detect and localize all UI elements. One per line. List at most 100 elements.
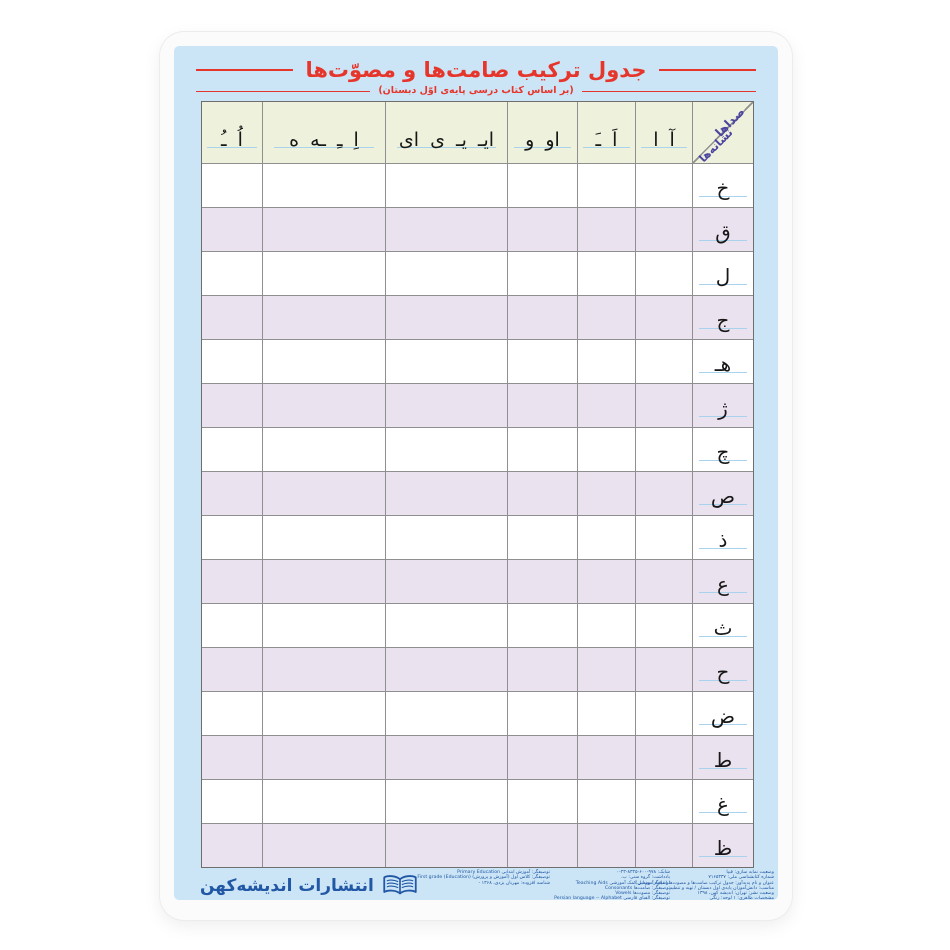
combination-cell-r10-c0 xyxy=(636,604,692,647)
writing-guide-line xyxy=(273,146,375,148)
catalog_left-line: توصیفگر: کلاس اول (آموزش و پرورش) First … xyxy=(417,875,550,881)
table-corner-cell: صداها نشانه‌ها xyxy=(693,102,753,165)
writing-guide-line xyxy=(699,635,747,637)
vowel-consonant-table: صداها نشانه‌ها آ ا اَ ـَ او و ایـ یـ ی ای اِ… xyxy=(201,101,754,868)
consonant-letter: ذ xyxy=(718,528,728,552)
title-rule-left xyxy=(195,69,294,71)
open-book-icon xyxy=(382,874,418,898)
combination-cell-r4-c2 xyxy=(508,340,577,383)
consonant-cell-ض: ض xyxy=(693,692,753,735)
consonant-letter: ظ xyxy=(713,836,733,860)
combination-cell-r15-c3 xyxy=(386,824,507,867)
combination-cell-r0-c3 xyxy=(386,164,507,207)
combination-cell-r9-c4 xyxy=(263,560,385,603)
vowel-forms-label: اِ ـِ ـه ه xyxy=(289,129,359,151)
consonant-letter: ل xyxy=(715,264,731,288)
catalog_right-line: شماره کتابشناسی ملی: ۷۱۶۵۳۳۷ xyxy=(708,875,774,881)
combination-cell-r6-c1 xyxy=(578,428,635,471)
combination-cell-r4-c5 xyxy=(202,340,262,383)
combination-cell-r8-c3 xyxy=(386,516,507,559)
catalog_right-line: وضعیت نمایه سازی: فیپا xyxy=(726,870,774,875)
combination-cell-r14-c5 xyxy=(202,780,262,823)
combination-cell-r9-c5 xyxy=(202,560,262,603)
consonant-letter: چ xyxy=(716,440,730,464)
catalog-block-isbn: شابک: ۹۷۸-۶۰۰-۸۳۴۵-۲۳-۰ یادداشت: گروه سنی… xyxy=(554,870,670,902)
combination-cell-r8-c4 xyxy=(263,516,385,559)
consonant-letter: ط xyxy=(713,748,733,772)
combination-cell-r5-c4 xyxy=(263,384,385,427)
catalog-block-descriptors: توصیفگر: آموزش ابتدایی Primary Education… xyxy=(417,870,550,886)
poster-inner-panel: جدول ترکیب صامت‌ها و مصوّت‌ها (بر اساس ک… xyxy=(174,46,778,902)
combination-cell-r15-c4 xyxy=(263,824,385,867)
combination-cell-r6-c3 xyxy=(386,428,507,471)
consonant-cell-ث: ث xyxy=(693,604,753,647)
combination-cell-r15-c0 xyxy=(636,824,692,867)
combination-cell-r14-c4 xyxy=(263,780,385,823)
combination-cell-r10-c2 xyxy=(508,604,577,647)
poster-title: جدول ترکیب صامت‌ها و مصوّت‌ها xyxy=(305,57,647,82)
combination-cell-r1-c5 xyxy=(202,208,262,251)
catalog_middle-line: توصیفگر: وسایل کمک آموزشی Teaching Aids xyxy=(575,880,670,886)
consonant-letter: ث xyxy=(713,616,733,640)
combination-cell-r5-c5 xyxy=(202,384,262,427)
combination-cell-r6-c5 xyxy=(202,428,262,471)
combination-cell-r2-c3 xyxy=(386,252,507,295)
consonant-cell-ل: ل xyxy=(693,252,753,295)
combination-cell-r2-c5 xyxy=(202,252,262,295)
publisher-name: انتشارات اندیشه‌کهن xyxy=(200,876,374,896)
combination-cell-r11-c5 xyxy=(202,648,262,691)
combination-cell-r4-c4 xyxy=(263,340,385,383)
catalog_middle-line: یادداشت: گروه سنی: ب. xyxy=(620,875,670,881)
combination-cell-r3-c4 xyxy=(263,296,385,339)
combination-cell-r13-c0 xyxy=(636,736,692,779)
combination-cell-r6-c4 xyxy=(263,428,385,471)
combination-cell-r9-c3 xyxy=(386,560,507,603)
combination-cell-r7-c3 xyxy=(386,472,507,515)
catalog_left-line: شناسه افزوده: مهربان یزدی، ۱۳۶۸ - xyxy=(478,880,550,886)
combination-cell-r1-c4 xyxy=(263,208,385,251)
consonant-cell-ق: ق xyxy=(693,208,753,251)
consonant-cell-ژ: ژ xyxy=(693,384,753,427)
combination-cell-r1-c3 xyxy=(386,208,507,251)
combination-cell-r0-c0 xyxy=(636,164,692,207)
combination-cell-r11-c4 xyxy=(263,648,385,691)
combination-cell-r11-c1 xyxy=(578,648,635,691)
vowel-header-cell-1: اَ ـَ xyxy=(578,102,635,163)
combination-cell-r11-c0 xyxy=(636,648,692,691)
writing-guide-line xyxy=(207,146,257,148)
consonant-letter: هـ xyxy=(714,352,732,376)
subtitle-rule-left xyxy=(196,90,371,92)
catalog_right-line: مشخصات ظاهری: ۱ لوحه: رنگی xyxy=(709,896,775,902)
combination-cell-r6-c0 xyxy=(636,428,692,471)
catalog-block-fipa: وضعیت نمایه سازی: فیپا شماره کتابشناسی مل… xyxy=(635,870,774,902)
combination-cell-r13-c5 xyxy=(202,736,262,779)
writing-guide-line xyxy=(699,811,747,813)
combination-cell-r12-c2 xyxy=(508,692,577,735)
combination-cell-r9-c1 xyxy=(578,560,635,603)
combination-cell-r10-c5 xyxy=(202,604,262,647)
vowel-header-cell-4: اِ ـِ ـه ه xyxy=(263,102,385,163)
consonant-letter: ج xyxy=(716,308,730,332)
consonant-cell-خ: خ xyxy=(693,164,753,207)
writing-guide-line xyxy=(699,591,747,593)
writing-guide-line xyxy=(699,415,747,417)
consonant-letter: ح xyxy=(716,660,730,684)
combination-cell-r15-c2 xyxy=(508,824,577,867)
writing-guide-line xyxy=(699,459,747,461)
consonant-cell-ص: ص xyxy=(693,472,753,515)
writing-guide-line xyxy=(699,195,747,197)
combination-cell-r3-c2 xyxy=(508,296,577,339)
combination-cell-r11-c3 xyxy=(386,648,507,691)
vowel-header-cell-5: اُ ـُ xyxy=(202,102,262,163)
title-row: جدول ترکیب صامت‌ها و مصوّت‌ها xyxy=(195,54,756,86)
combination-cell-r14-c1 xyxy=(578,780,635,823)
combination-cell-r13-c1 xyxy=(578,736,635,779)
catalog_right-line: عنوان و نام پدیدآور: جدول ترکیب صامت‌ها … xyxy=(635,880,774,886)
title-rule-right xyxy=(658,69,756,71)
combination-cell-r4-c0 xyxy=(636,340,692,383)
consonant-cell-ج: ج xyxy=(693,296,753,339)
writing-guide-line xyxy=(699,503,747,505)
combination-cell-r9-c2 xyxy=(508,560,577,603)
combination-cell-r14-c0 xyxy=(636,780,692,823)
combination-cell-r11-c2 xyxy=(508,648,577,691)
